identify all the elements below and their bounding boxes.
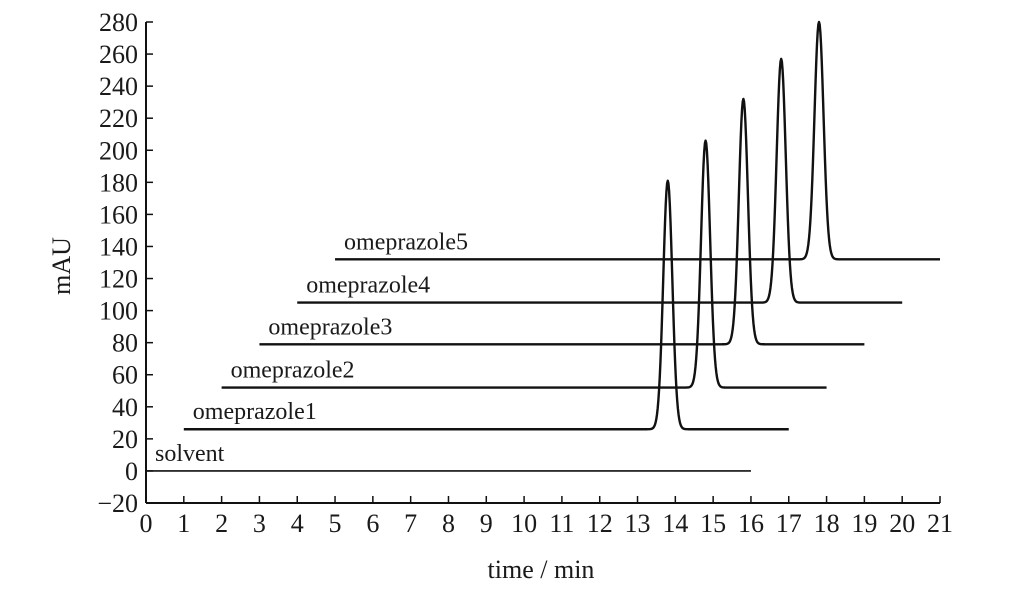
y-tick-label: 180	[99, 168, 138, 197]
y-tick-label: 0	[125, 457, 138, 486]
y-tick-label: 80	[112, 329, 138, 358]
series-label-omeprazole4: omeprazole4	[306, 273, 430, 299]
trace-omeprazole3	[258, 97, 865, 346]
y-tick-label: 260	[99, 40, 138, 69]
trace-omeprazole4	[296, 57, 903, 304]
x-tick-label: 15	[700, 509, 726, 538]
x-tick-label: 19	[851, 509, 877, 538]
series-label-omeprazole2: omeprazole2	[231, 358, 355, 384]
x-tick-label: 4	[291, 509, 304, 538]
x-tick-label: 6	[366, 509, 379, 538]
x-tick-label: 1	[177, 509, 190, 538]
x-tick-label: 2	[215, 509, 228, 538]
x-tick-label: 17	[776, 509, 802, 538]
x-tick-label: 14	[662, 509, 688, 538]
y-tick-label: 200	[99, 136, 138, 165]
series-label-omeprazole3: omeprazole3	[268, 314, 392, 340]
series-label-solvent: solvent	[155, 441, 225, 467]
axes: 0 1 2 3 4 5 6 7 8 9 10 11 12 13 14 15 16 17 18 19 20 21−20020…	[97, 8, 953, 538]
y-tick-label: −20	[97, 489, 138, 518]
y-tick-label: 60	[112, 361, 138, 390]
y-axis-title: mAU	[47, 237, 76, 295]
x-tick-label: 13	[625, 509, 651, 538]
y-tick-label: 240	[99, 72, 138, 101]
x-tick-label: 16	[738, 509, 764, 538]
y-tick-label: 40	[112, 393, 138, 422]
x-tick-label: 0	[140, 509, 153, 538]
traces	[145, 20, 941, 472]
x-tick-label: 18	[814, 509, 840, 538]
x-tick-label: 11	[549, 509, 574, 538]
x-tick-label: 10	[511, 509, 537, 538]
y-tick-label: 220	[99, 104, 138, 133]
x-tick-label: 20	[889, 509, 915, 538]
y-tick-label: 160	[99, 200, 138, 229]
y-tick-label: 20	[112, 425, 138, 454]
x-tick-label: 7	[404, 509, 417, 538]
y-tick-label: 280	[99, 8, 138, 37]
trace-omeprazole5	[334, 20, 941, 261]
x-tick-label: 12	[587, 509, 613, 538]
y-tick-label: 120	[99, 265, 138, 294]
x-tick-label: 3	[253, 509, 266, 538]
series-label-omeprazole5: omeprazole5	[344, 229, 468, 255]
series-labels: solvent omeprazole1 omeprazole2 omeprazole3…	[155, 229, 468, 467]
trace-omeprazole2	[221, 139, 828, 389]
y-tick-label: 100	[99, 297, 138, 326]
x-tick-label: 8	[442, 509, 455, 538]
trace-omeprazole1	[183, 179, 790, 431]
x-tick-label: 5	[329, 509, 342, 538]
x-tick-label: 9	[480, 509, 493, 538]
x-tick-label: 21	[927, 509, 953, 538]
y-tick-label: 140	[99, 232, 138, 261]
series-label-omeprazole1: omeprazole1	[193, 399, 317, 425]
x-axis-title: time / min	[488, 555, 595, 584]
